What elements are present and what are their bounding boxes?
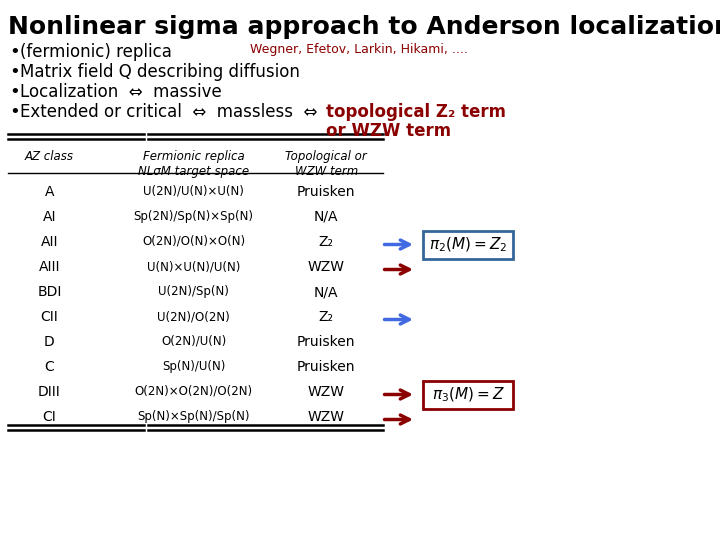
Text: C: C (45, 360, 54, 374)
Text: Pruisken: Pruisken (297, 185, 356, 199)
Text: AIII: AIII (39, 260, 60, 274)
Text: Localization  ⇔  massive: Localization ⇔ massive (19, 83, 222, 101)
Text: Pruisken: Pruisken (297, 335, 356, 349)
Text: U(2N)/Sp(N): U(2N)/Sp(N) (158, 285, 229, 298)
Text: N/A: N/A (314, 285, 338, 299)
Text: CII: CII (40, 310, 58, 324)
Text: AI: AI (42, 210, 56, 224)
Text: Extended or critical  ⇔  massless  ⇔: Extended or critical ⇔ massless ⇔ (19, 103, 317, 121)
Text: •: • (9, 63, 20, 81)
Text: AII: AII (40, 235, 58, 249)
Text: Z₂: Z₂ (319, 235, 334, 249)
Text: topological Z₂ term: topological Z₂ term (326, 103, 506, 121)
Text: Topological or
WZW term: Topological or WZW term (285, 150, 367, 178)
Text: Matrix field Q describing diffusion: Matrix field Q describing diffusion (19, 63, 300, 81)
Text: Fermionic replica
NLσM target space: Fermionic replica NLσM target space (138, 150, 249, 178)
Text: Nonlinear sigma approach to Anderson localization: Nonlinear sigma approach to Anderson loc… (8, 15, 720, 39)
Text: $\pi_3(M)=Z$: $\pi_3(M)=Z$ (432, 386, 505, 404)
Text: WZW: WZW (308, 385, 345, 399)
Text: Sp(2N)/Sp(N)×Sp(N): Sp(2N)/Sp(N)×Sp(N) (133, 210, 253, 223)
Text: N/A: N/A (314, 210, 338, 224)
Text: WZW: WZW (308, 260, 345, 274)
Text: D: D (44, 335, 55, 349)
Text: •: • (9, 83, 20, 101)
Text: •: • (9, 103, 20, 121)
Text: Wegner, Efetov, Larkin, Hikami, ....: Wegner, Efetov, Larkin, Hikami, .... (251, 43, 468, 56)
Text: or WZW term: or WZW term (326, 122, 451, 140)
Text: U(N)×U(N)/U(N): U(N)×U(N)/U(N) (147, 260, 240, 273)
Text: WZW: WZW (308, 410, 345, 424)
Text: DIII: DIII (38, 385, 60, 399)
Text: BDI: BDI (37, 285, 61, 299)
Text: CI: CI (42, 410, 56, 424)
Bar (423, 231, 513, 259)
Text: Sp(N)×Sp(N)/Sp(N): Sp(N)×Sp(N)/Sp(N) (138, 410, 250, 423)
Text: O(2N)/U(N): O(2N)/U(N) (161, 335, 226, 348)
Text: U(2N)/O(2N): U(2N)/O(2N) (157, 310, 230, 323)
Text: $\pi_2(M)=Z_2$: $\pi_2(M)=Z_2$ (429, 235, 508, 254)
Text: O(2N)/O(N)×O(N): O(2N)/O(N)×O(N) (142, 235, 245, 248)
Text: Sp(N)/U(N): Sp(N)/U(N) (162, 360, 225, 373)
Text: O(2N)×O(2N)/O(2N): O(2N)×O(2N)/O(2N) (135, 385, 253, 398)
Text: Pruisken: Pruisken (297, 360, 356, 374)
Text: A: A (45, 185, 54, 199)
Text: U(2N)/U(N)×U(N): U(2N)/U(N)×U(N) (143, 185, 244, 198)
Text: •: • (9, 43, 20, 61)
Bar (423, 381, 513, 408)
Text: Z₂: Z₂ (319, 310, 334, 324)
Text: (fermionic) replica: (fermionic) replica (19, 43, 171, 61)
Text: AZ class: AZ class (24, 150, 74, 163)
